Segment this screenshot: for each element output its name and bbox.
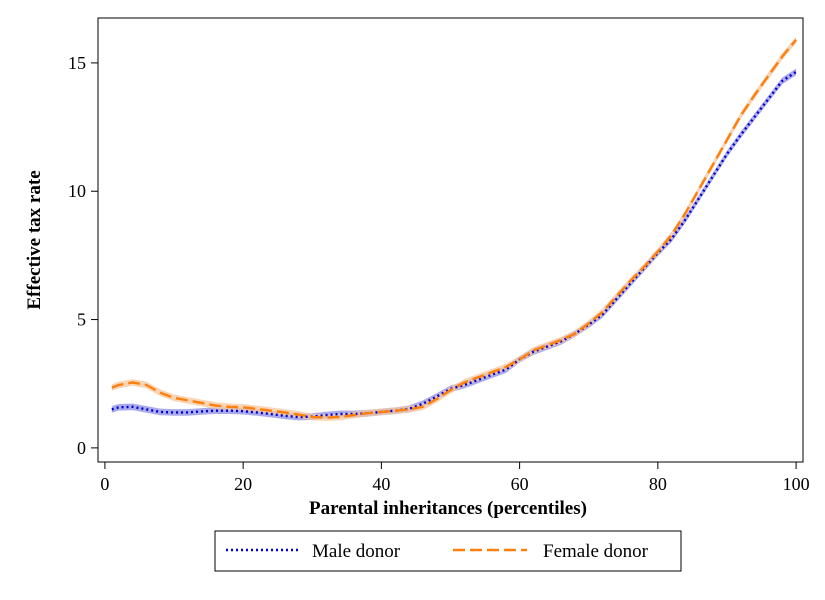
x-axis-title: Parental inheritances (percentiles) (309, 498, 587, 519)
y-tick-label: 10 (68, 181, 86, 201)
y-tick-label: 15 (68, 53, 86, 73)
x-tick-label: 80 (649, 474, 667, 494)
male-donor-line (111, 70, 797, 419)
plot-frame (97, 17, 804, 463)
legend-label-male-donor: Male donor (312, 541, 401, 562)
female-donor-confidence-band (111, 36, 797, 421)
confidence-bands (111, 36, 797, 421)
y-tick-label: 0 (77, 438, 86, 458)
legend-box (214, 530, 682, 572)
x-tick-label: 0 (100, 474, 109, 494)
legend: Male donor Female donor (214, 530, 682, 572)
x-tick-label: 60 (511, 474, 529, 494)
x-tick-label: 40 (372, 474, 390, 494)
x-axis: 0 20 40 60 80 100 (100, 462, 810, 494)
y-axis: 0 5 10 15 (68, 53, 98, 458)
x-tick-label: 100 (783, 474, 810, 494)
female-donor-line (111, 39, 798, 419)
male-donor-confidence-band (111, 68, 797, 421)
legend-label-female-donor: Female donor (543, 541, 649, 562)
series-lines (111, 39, 798, 419)
y-axis-title: Effective tax rate (24, 170, 45, 309)
y-tick-label: 5 (77, 310, 86, 330)
x-tick-label: 20 (234, 474, 252, 494)
